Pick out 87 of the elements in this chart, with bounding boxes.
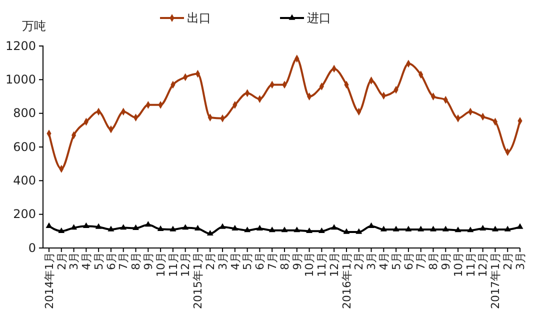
- x-tick-label: 2014年1月: [42, 252, 56, 309]
- point: [58, 227, 65, 234]
- legend-label: 出口: [187, 11, 211, 25]
- x-tick-label: 7月: [414, 252, 428, 270]
- y-tick-label: 1200: [5, 38, 36, 53]
- point: [144, 221, 152, 227]
- point: [454, 226, 462, 232]
- x-tick-label: 11月: [316, 252, 329, 277]
- point: [368, 222, 374, 228]
- x-tick-label: 2015年1月: [192, 252, 205, 309]
- point: [157, 225, 164, 232]
- x-tick-label: 12月: [328, 252, 341, 277]
- x-tick-label: 5月: [241, 252, 254, 270]
- point: [306, 227, 313, 234]
- x-tick-label: 12月: [179, 252, 192, 277]
- point: [504, 226, 511, 232]
- y-tick-label: 600: [13, 140, 36, 154]
- point: [95, 223, 102, 229]
- x-tick-label: 9月: [439, 252, 452, 270]
- point: [418, 226, 424, 232]
- x-tick-label: 2月: [55, 252, 68, 270]
- x-tick-label: 10月: [452, 252, 465, 277]
- x-tick-label: 9月: [142, 252, 156, 270]
- x-tick-label: 2月: [501, 252, 514, 270]
- y-axis-title: 万吨: [22, 19, 46, 33]
- point: [82, 222, 90, 228]
- x-tick-label: 8月: [278, 252, 292, 270]
- point: [405, 226, 412, 232]
- x-tick-label: 8月: [130, 252, 143, 270]
- point: [244, 226, 251, 232]
- point: [516, 223, 524, 229]
- point: [480, 224, 486, 231]
- point: [256, 224, 263, 231]
- x-tick-label: 10月: [303, 252, 316, 277]
- point: [232, 224, 238, 231]
- point: [170, 226, 176, 232]
- y-tick-label: 1000: [5, 72, 36, 87]
- x-tick-label: 4月: [80, 252, 94, 270]
- point: [206, 230, 214, 236]
- x-tick-label: 4月: [378, 252, 391, 270]
- point: [182, 224, 189, 230]
- x-tick-label: 9月: [290, 252, 304, 270]
- point: [219, 223, 226, 229]
- x-tick-label: 3月: [68, 252, 81, 270]
- point: [318, 227, 325, 234]
- x-tick-label: 7月: [266, 252, 279, 270]
- point: [132, 224, 139, 230]
- y-tick-label: 0: [28, 240, 36, 255]
- x-tick-label: 7月: [117, 252, 130, 270]
- x-tick-label: 2016年1月: [340, 252, 354, 309]
- x-tick-label: 10月: [154, 252, 168, 277]
- x-tick-label: 6月: [402, 252, 416, 270]
- x-tick-label: 11月: [464, 252, 478, 277]
- x-tick-label: 2月: [352, 252, 366, 270]
- x-tick-label: 5月: [390, 252, 403, 270]
- x-tick-label: 2017年1月: [489, 252, 502, 309]
- legend-label: 进口: [307, 11, 331, 25]
- point: [108, 226, 114, 232]
- x-tick-label: 3月: [365, 252, 378, 270]
- point: [356, 228, 362, 234]
- point: [492, 226, 498, 232]
- point: [294, 226, 300, 232]
- point: [281, 226, 288, 232]
- x-tick-label: 4月: [228, 252, 242, 270]
- point: [392, 226, 400, 232]
- point: [442, 226, 449, 232]
- x-tick-label: 3月: [514, 252, 527, 270]
- point: [46, 222, 52, 228]
- x-tick-label: 3月: [216, 252, 230, 270]
- y-tick-label: 400: [13, 174, 36, 188]
- point: [268, 226, 276, 232]
- point: [120, 224, 127, 230]
- x-tick-label: 11月: [166, 252, 180, 277]
- x-tick-label: 6月: [254, 252, 267, 270]
- point: [343, 228, 350, 234]
- point: [380, 226, 387, 232]
- x-tick-label: 8月: [427, 252, 440, 270]
- point: [467, 226, 474, 232]
- x-tick-label: 6月: [104, 252, 118, 270]
- x-tick-label: 2月: [204, 252, 217, 270]
- point: [70, 224, 78, 230]
- point: [330, 224, 338, 230]
- point: [430, 226, 436, 232]
- y-tick-label: 200: [13, 207, 36, 222]
- x-tick-label: 12月: [476, 252, 490, 277]
- y-tick-label: 800: [13, 106, 36, 120]
- x-tick-label: 5月: [92, 252, 106, 270]
